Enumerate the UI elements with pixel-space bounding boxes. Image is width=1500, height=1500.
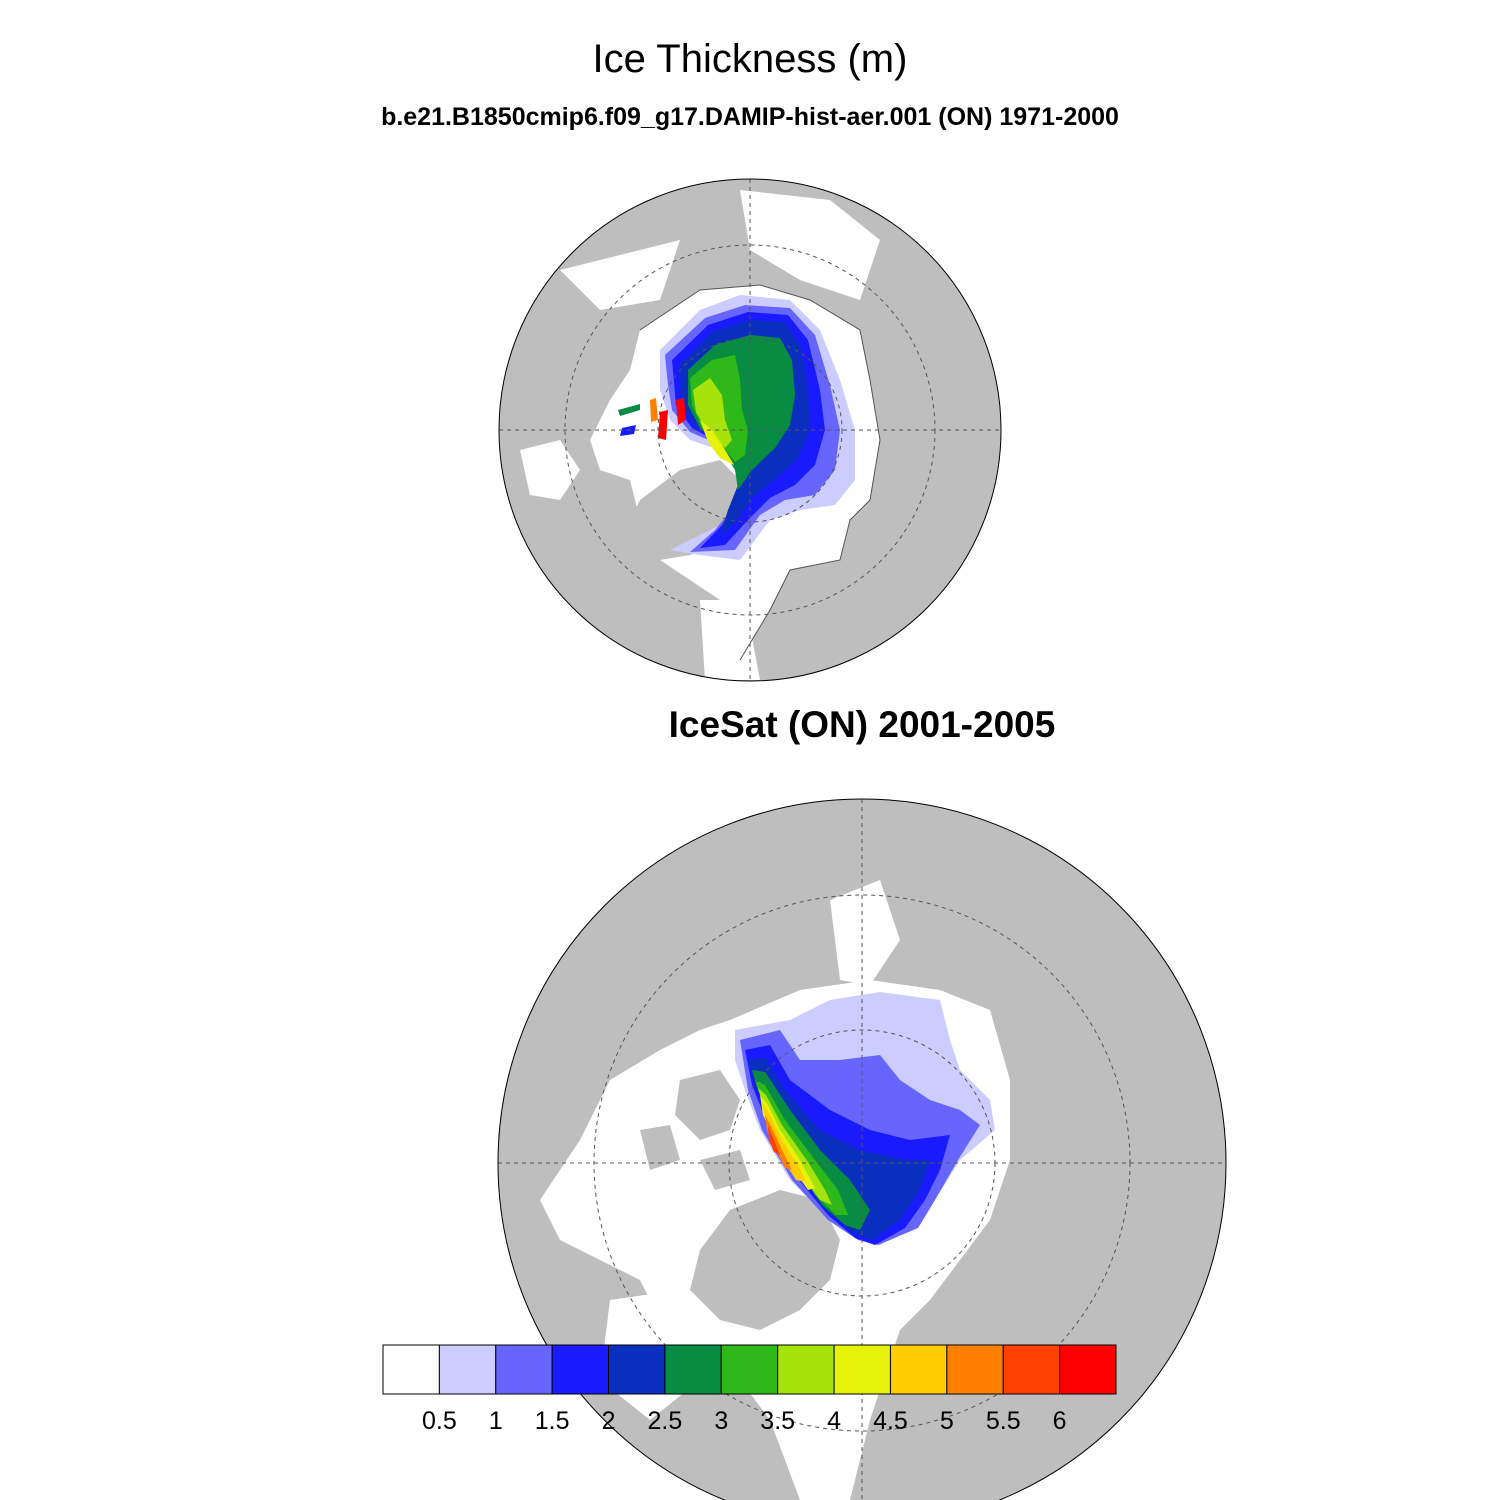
colorbar-swatch [777, 1344, 835, 1395]
model-map-border [498, 178, 1002, 682]
colorbar-swatch [1059, 1344, 1117, 1395]
model-ice-archipelago-green [618, 404, 640, 416]
obs-map-border [497, 798, 1227, 1500]
obs-ice-4-5-to-5 [762, 1102, 806, 1182]
colorbar-tick-label: 2 [602, 1407, 616, 1435]
model-north-pacific [740, 190, 880, 300]
model-ice-archipelago-red [658, 398, 686, 440]
obs-ice-5-5-to-6 [768, 1125, 780, 1155]
model-coastline [639, 284, 881, 661]
model-graticule [499, 179, 1001, 681]
colorbar-swatch [720, 1344, 779, 1395]
obs-ice-2-to-2-5 [748, 1058, 930, 1240]
colorbar-tick-label: 4.5 [873, 1407, 908, 1435]
colorbar-swatch [889, 1344, 948, 1395]
obs-ice-3-to-3-5 [755, 1080, 848, 1215]
obs-ice-2-5-to-3 [752, 1070, 870, 1230]
colorbar-tick-label: 2.5 [648, 1407, 683, 1435]
obs-ice-5-to-5-5 [765, 1115, 792, 1170]
colorbar-tick-label: 5.5 [986, 1407, 1021, 1435]
colorbar-tick-label: 4 [827, 1407, 841, 1435]
model-ice-3-5-to-4 [693, 378, 732, 448]
colorbar-tick-label: 1.5 [535, 1407, 570, 1435]
figure-title: Ice Thickness (m) [593, 37, 908, 81]
obs-panel-title: IceSat (ON) 2001-2005 [669, 704, 1056, 745]
colorbar-swatch [495, 1344, 553, 1395]
colorbar-tick-label: 3.5 [760, 1407, 795, 1435]
obs-canadian-archipelago [640, 1070, 750, 1190]
colorbar-swatch [1002, 1344, 1061, 1395]
model-ice-archipelago-orange [650, 398, 658, 422]
model-ice-4-to-4-5 [700, 420, 734, 465]
model-hudson-bay [520, 440, 580, 500]
colorbar-tick-label: 6 [1053, 1407, 1067, 1435]
model-bering-sea [560, 240, 680, 310]
obs-greenland [690, 1190, 840, 1330]
colorbar-swatch [382, 1344, 440, 1395]
obs-map [497, 798, 1227, 1500]
colorbar-swatch [833, 1344, 891, 1395]
colorbar: 0.5 1 1.5 2 2.5 3 3.5 4 4.5 5 5.5 6 [382, 1344, 1117, 1435]
colorbar-tick-label: 3 [714, 1407, 728, 1435]
obs-ice-3-5-to-4 [758, 1088, 832, 1205]
obs-graticule [498, 799, 1226, 1500]
model-north-atlantic [700, 600, 760, 680]
obs-bering-strait [830, 880, 900, 985]
colorbar-swatch [551, 1344, 610, 1395]
model-map [498, 178, 1002, 682]
colorbar-swatch [438, 1344, 497, 1395]
colorbar-tick-label: 5 [940, 1407, 954, 1435]
colorbar-tick-label: 0.5 [422, 1407, 457, 1435]
colorbar-swatch [664, 1344, 722, 1395]
colorbar-swatch [608, 1344, 666, 1395]
obs-ice-4-to-4-5 [760, 1095, 815, 1190]
model-panel-title: b.e21.B1850cmip6.f09_g17.DAMIP-hist-aer.… [381, 103, 1119, 131]
colorbar-tick-label: 1 [489, 1407, 503, 1435]
colorbar-swatch [946, 1344, 1004, 1395]
